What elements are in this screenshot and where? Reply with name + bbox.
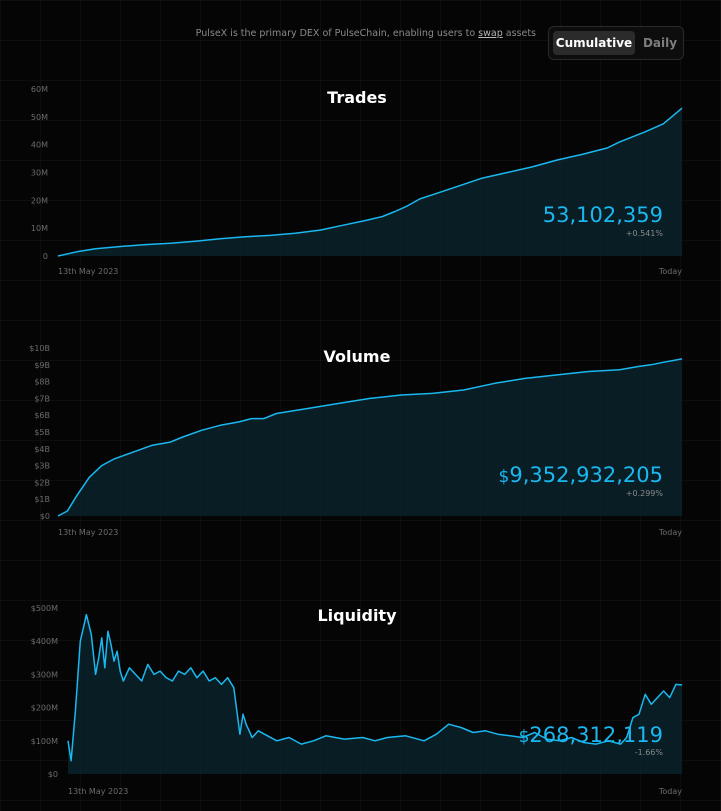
volume-area-fill bbox=[58, 358, 682, 516]
volume-y-tick: $2B bbox=[34, 478, 50, 487]
volume-y-tick: $3B bbox=[34, 462, 50, 471]
volume-y-tick: $5B bbox=[34, 428, 50, 437]
volume-chart: $0 $1B $2B $3B $4B $5B $6B $7B $8B $9B $10B Volume $… bbox=[29, 344, 683, 537]
trades-change-percent: +0.541% bbox=[626, 229, 664, 238]
trades-y-tick: 50M bbox=[31, 113, 48, 122]
trades-y-tick: 30M bbox=[31, 169, 48, 178]
liquidity-y-tick: $400M bbox=[31, 637, 58, 646]
trades-y-tick: 20M bbox=[31, 196, 48, 205]
volume-x-end-label: Today bbox=[658, 528, 682, 537]
volume-value-prefix: $ bbox=[499, 467, 510, 487]
volume-y-tick: $1B bbox=[34, 495, 50, 504]
liquidity-y-tick: $100M bbox=[31, 737, 58, 746]
trades-current-value: 53,102,359 bbox=[543, 203, 663, 227]
volume-chart-title: Volume bbox=[324, 347, 391, 366]
volume-series-line[interactable] bbox=[57, 358, 683, 517]
trades-x-end-label: Today bbox=[658, 267, 682, 276]
trades-series-line[interactable] bbox=[57, 107, 683, 257]
volume-y-tick: $7B bbox=[34, 394, 50, 403]
trades-x-start-label: 13th May 2023 bbox=[58, 267, 118, 276]
tagline: PulseX is the primary DEX of PulseChain,… bbox=[196, 28, 536, 39]
cumulative-toggle-button[interactable]: Cumulative bbox=[553, 31, 635, 55]
liquidity-current-value: $268,312,119 bbox=[519, 723, 663, 747]
tagline-text: PulseX is the primary DEX of PulseChain,… bbox=[195, 28, 479, 39]
trades-chart: 0 10M 20M 30M 40M 50M 60M Trades 53,102,359 +0.54… bbox=[31, 85, 683, 276]
liquidity-x-end-label: Today bbox=[658, 787, 682, 796]
volume-current-value: $9,352,932,205 bbox=[499, 463, 663, 487]
volume-y-tick: $6B bbox=[34, 411, 50, 420]
swap-link[interactable]: swap bbox=[478, 28, 503, 39]
liquidity-series-line[interactable] bbox=[67, 613, 683, 762]
volume-y-tick: $4B bbox=[34, 445, 50, 454]
tagline-text-end: assets bbox=[502, 28, 536, 39]
volume-y-tick: $0 bbox=[40, 512, 50, 521]
trades-value-number: 53,102,359 bbox=[543, 203, 663, 227]
liquidity-value-number: 268,312,119 bbox=[529, 723, 663, 747]
trades-y-tick: 40M bbox=[31, 141, 48, 150]
liquidity-chart: $0 $100M $200M $300M $400M $500M Liquidity $268… bbox=[31, 604, 683, 796]
trades-area-fill bbox=[58, 108, 682, 256]
trades-y-tick: 60M bbox=[31, 85, 48, 94]
liquidity-value-prefix: $ bbox=[519, 727, 530, 747]
liquidity-y-tick: $500M bbox=[31, 604, 58, 613]
trades-y-tick: 10M bbox=[31, 224, 48, 233]
view-toggle: Cumulative Daily bbox=[548, 26, 684, 60]
volume-x-start-label: 13th May 2023 bbox=[58, 528, 118, 537]
liquidity-change-percent: -1.66% bbox=[635, 748, 664, 757]
daily-toggle-button[interactable]: Daily bbox=[642, 36, 678, 50]
liquidity-area-fill bbox=[68, 614, 682, 774]
liquidity-y-tick: $200M bbox=[31, 704, 58, 713]
header-bar: PulseX is the primary DEX of PulseChain,… bbox=[0, 24, 721, 60]
liquidity-x-start-label: 13th May 2023 bbox=[68, 787, 128, 796]
volume-y-tick: $9B bbox=[34, 361, 50, 370]
volume-value-number: 9,352,932,205 bbox=[509, 463, 663, 487]
trades-y-tick: 0 bbox=[43, 252, 48, 261]
liquidity-chart-title: Liquidity bbox=[317, 606, 397, 625]
volume-y-tick: $8B bbox=[34, 378, 50, 387]
trades-chart-title: Trades bbox=[327, 88, 387, 107]
volume-change-percent: +0.299% bbox=[626, 489, 664, 498]
volume-y-tick: $10B bbox=[29, 344, 50, 353]
liquidity-y-tick: $0 bbox=[48, 770, 58, 779]
liquidity-y-tick: $300M bbox=[31, 670, 58, 679]
